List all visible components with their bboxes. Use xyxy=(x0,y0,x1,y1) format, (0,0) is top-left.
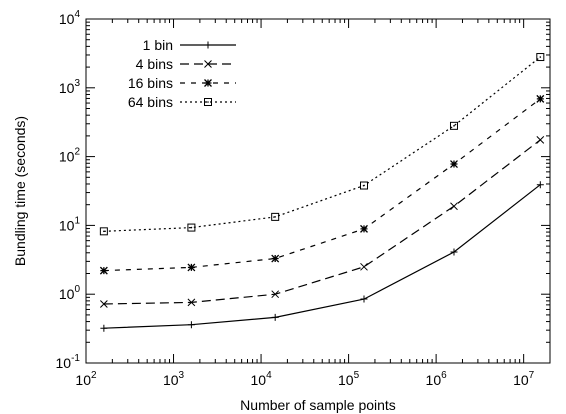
data-point xyxy=(271,212,280,221)
series-layer xyxy=(99,53,545,332)
x-tick-label: 104 xyxy=(250,370,272,388)
x-axis-title: Number of sample points xyxy=(240,397,396,413)
data-point xyxy=(360,262,368,271)
axis-ticks xyxy=(85,18,550,364)
x-tick-label: 102 xyxy=(75,370,97,388)
y-tick-label: 100 xyxy=(59,284,81,302)
data-point xyxy=(187,321,195,329)
data-point xyxy=(450,202,458,211)
y-tick-label: 104 xyxy=(59,9,81,27)
data-point-center xyxy=(453,125,455,127)
data-point xyxy=(536,53,545,62)
legend-label: 1 bin xyxy=(143,37,173,53)
series-line xyxy=(103,98,541,272)
legend: 1 bin 4 bins 16 bins 64 bins xyxy=(128,37,236,110)
data-point xyxy=(360,181,369,190)
data-point xyxy=(187,223,196,232)
data-point-center xyxy=(274,216,276,218)
data-point xyxy=(100,300,108,308)
series-3 xyxy=(99,94,545,275)
legend-marker xyxy=(204,41,212,49)
legend-marker xyxy=(204,79,212,87)
data-point xyxy=(449,121,458,130)
data-point xyxy=(99,266,108,275)
data-point xyxy=(450,248,458,256)
legend-marker-center xyxy=(207,101,209,103)
legend-marker xyxy=(204,60,212,68)
y-tick-labels: 10-1 100 101 102 103 104 xyxy=(56,9,81,371)
data-point xyxy=(271,290,280,299)
data-point-center xyxy=(539,56,542,58)
series-line xyxy=(103,184,541,329)
y-axis-title: Bundling time (seconds) xyxy=(12,116,28,266)
data-point xyxy=(100,324,108,332)
data-point xyxy=(271,313,279,321)
x-tick-label: 105 xyxy=(338,370,360,388)
series-2 xyxy=(100,136,545,308)
plot-frame xyxy=(85,18,551,364)
series-1 xyxy=(100,181,544,332)
data-point xyxy=(360,295,368,303)
data-point xyxy=(187,263,196,272)
data-point xyxy=(99,227,108,236)
x-tick-label: 107 xyxy=(513,370,535,388)
y-tick-label: 103 xyxy=(59,78,81,96)
data-point xyxy=(271,254,280,263)
legend-label: 16 bins xyxy=(128,75,173,91)
data-point xyxy=(360,224,368,233)
data-point-center xyxy=(103,230,105,233)
data-point xyxy=(450,160,458,168)
data-point-center xyxy=(190,226,193,229)
y-tick-label: 10-1 xyxy=(56,353,81,371)
x-tick-label: 103 xyxy=(163,370,185,388)
legend-label: 4 bins xyxy=(136,56,173,72)
series-4 xyxy=(99,53,545,236)
x-tick-label: 106 xyxy=(426,370,448,388)
data-point xyxy=(536,136,545,144)
data-point xyxy=(187,298,196,307)
y-tick-label: 101 xyxy=(59,215,81,233)
legend-marker xyxy=(204,98,212,106)
y-tick-label: 102 xyxy=(59,147,81,165)
data-point xyxy=(536,181,544,189)
legend-label: 64 bins xyxy=(128,94,173,110)
data-point xyxy=(536,94,545,103)
series-line xyxy=(103,139,541,305)
data-point-center xyxy=(363,184,365,187)
x-tick-labels: 102 103 104 105 106 107 xyxy=(75,370,534,388)
